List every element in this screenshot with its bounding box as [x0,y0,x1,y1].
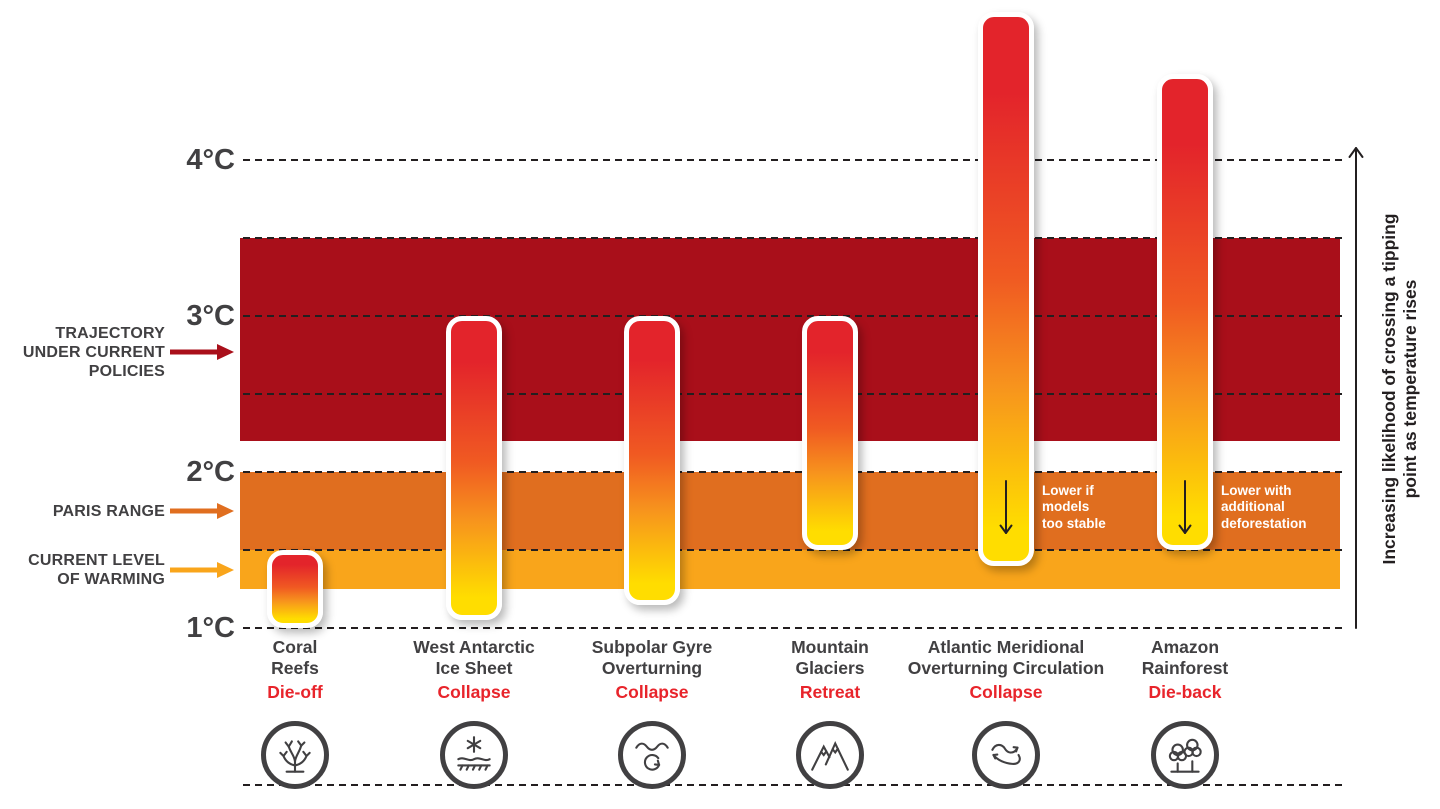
bar-amazon-rainforest [1157,74,1213,550]
category-outcome: Die-back [1148,682,1222,702]
y-axis-label-4c: 4°C [186,144,235,176]
category-outcome: Retreat [799,682,861,702]
bar-west-antarctic-ice-sheet [446,316,502,621]
category-label-atlantic-meridional-overturning-circulation: Atlantic Meridional Overturning Circulati… [876,637,1136,703]
category-name: Rainforest [1141,658,1229,678]
gridline-1-5c [243,549,1345,551]
trajectory-arrow-icon [170,344,234,360]
gridline-2c [243,471,1345,473]
y-axis-label-2c: 2°C [186,456,235,488]
category-outcome: Collapse [437,682,511,702]
current-warming-arrow-icon [170,562,234,578]
trajectory-band-label: TRAJECTORY UNDER CURRENT POLICIES [22,325,165,380]
category-name: West Antarctic [413,637,535,657]
paris-range-label: PARIS RANGE [52,503,165,520]
category-label-amazon-rainforest: Amazon Rainforest Die-back [1055,637,1315,703]
icon-row-baseline [243,784,1345,786]
bar-subpolar-gyre-overturning [624,316,680,605]
gridline-1c [243,627,1345,629]
bar-annotation: Lower if models too stable [1042,483,1106,531]
ice-sheet-icon [440,721,508,789]
gridline-4c [243,159,1345,161]
paris-range-arrow-icon [170,503,234,519]
amazon-icon [1151,721,1219,789]
lower-threshold-down-arrow-icon [997,479,1015,542]
category-name: Ice Sheet [435,658,513,678]
gridline-3-5c [243,237,1345,239]
gridline-2-5c [243,393,1345,395]
lower-threshold-down-arrow-icon [1176,479,1194,542]
y-axis-label-1c: 1°C [186,612,235,644]
category-name: Mountain [791,637,869,657]
category-name: Amazon [1150,637,1220,657]
category-name: Overturning [601,658,703,678]
band-paris-range [240,472,1340,550]
category-name: Overturning Circulation [907,658,1105,678]
category-name: Atlantic Meridional [927,637,1085,657]
band-current-level-of-warming [240,550,1340,589]
category-label-subpolar-gyre-overturning: Subpolar Gyre Overturning Collapse [522,637,782,703]
bar-annotation: Lower with additional deforestation [1221,483,1307,531]
bar-mountain-glaciers [802,316,858,550]
category-outcome: Die-off [267,682,323,702]
mountain-icon [796,721,864,789]
category-outcome: Collapse [969,682,1043,702]
bar-atlantic-meridional-overturning-circulation [978,11,1034,566]
category-label-mountain-glaciers: Mountain Glaciers Retreat [700,637,960,703]
category-name: Glaciers [795,658,865,678]
category-name: Subpolar Gyre [591,637,713,657]
category-name: Reefs [271,658,319,678]
category-outcome: Collapse [615,682,689,702]
band-trajectory-under-current-policies [240,238,1340,441]
current-warming-label: CURRENT LEVEL OF WARMING [28,552,165,588]
category-name: Coral [272,637,318,657]
gridline-3c [243,315,1345,317]
likelihood-axis-arrow-icon [1348,147,1364,629]
y-axis-label-3c: 3°C [186,300,235,332]
category-label-coral-reefs: Coral Reefs Die-off [165,637,425,703]
amoc-icon [972,721,1040,789]
bar-coral-reefs [267,550,323,628]
gyre-icon [618,721,686,789]
right-axis-label: Increasing likelihood of crossing a tipp… [1379,213,1420,565]
coral-icon [261,721,329,789]
category-label-west-antarctic-ice-sheet: West Antarctic Ice Sheet Collapse [344,637,604,703]
